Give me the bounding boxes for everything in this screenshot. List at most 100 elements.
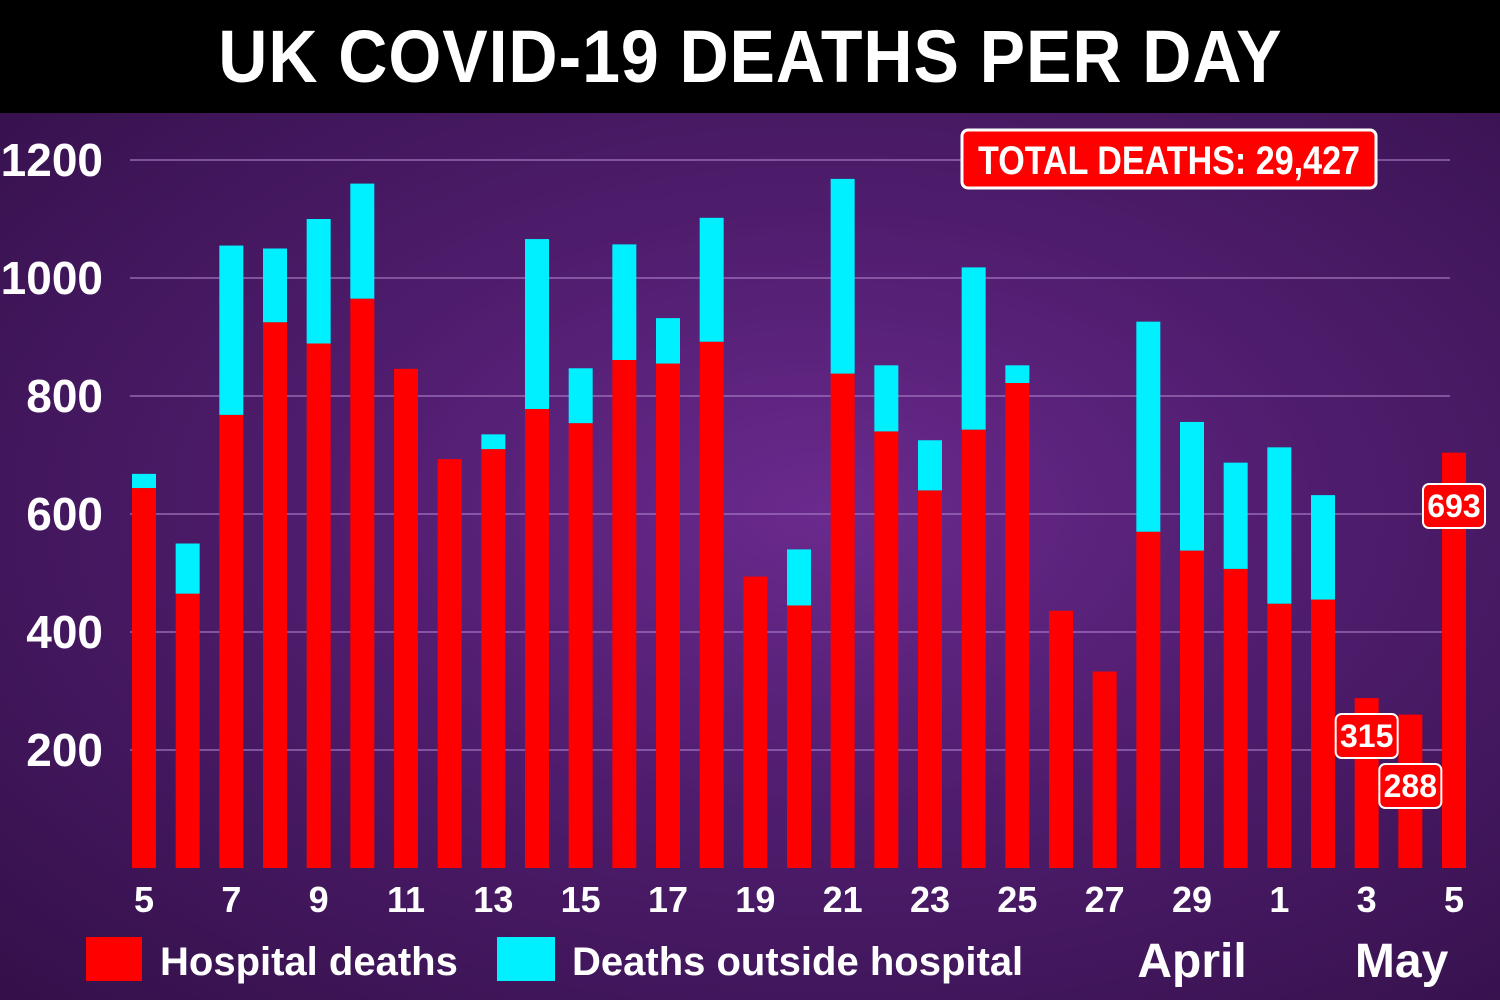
y-tick-label: 400	[26, 606, 103, 658]
legend-item: Deaths outside hospital	[497, 937, 1023, 984]
legend: Hospital deaths Deaths outside hospital	[86, 937, 1023, 984]
data-label-box	[1378, 763, 1443, 809]
hospital-bar	[1005, 383, 1030, 868]
y-tick-label: 200	[26, 724, 103, 776]
hospital-bar	[1092, 671, 1117, 868]
outside-hospital-bar	[656, 318, 680, 364]
x-tick-label: 5	[134, 879, 154, 920]
outside-hospital-bar	[918, 440, 942, 491]
hospital-bar	[481, 449, 506, 868]
hospital-bar	[219, 414, 244, 868]
y-tick-label: 1000	[1, 252, 103, 304]
data-label-text: 315	[1340, 718, 1393, 754]
outside-hospital-bar	[1136, 321, 1161, 532]
x-tick-label: 1	[1269, 879, 1289, 920]
hospital-bar	[1049, 610, 1073, 868]
outside-hospital-bar	[1223, 462, 1248, 569]
y-tick-label: 800	[26, 370, 103, 422]
hospital-bar	[175, 593, 200, 868]
legend-label: Hospital deaths	[160, 940, 458, 984]
hospital-bar	[132, 488, 156, 868]
hospital-bar	[961, 429, 986, 868]
outside-hospital-bar	[350, 183, 375, 299]
outside-hospital-bar	[612, 244, 637, 361]
hospital-bar	[656, 363, 680, 868]
hospital-bar	[1267, 603, 1292, 868]
total-deaths-badge: TOTAL DEATHS: 29,427	[960, 128, 1378, 190]
hospital-bar	[830, 373, 855, 868]
x-tick-label: 11	[387, 879, 425, 920]
outside-hospital-bar	[219, 245, 244, 415]
hospital-bar	[743, 576, 768, 868]
data-label-text: 288	[1384, 768, 1437, 804]
hospital-bar	[394, 368, 418, 868]
hospital-bar	[699, 341, 724, 869]
data-label-box	[1334, 713, 1399, 759]
outside-hospital-bar	[132, 473, 156, 489]
hospital-bar	[1223, 568, 1248, 868]
y-tick-label: 600	[26, 488, 103, 540]
outside-hospital-bar	[481, 434, 506, 450]
outside-hospital-bar	[961, 267, 986, 430]
y-axis: 200 400 600 800 1000 1200	[1, 134, 103, 776]
x-tick-label: 13	[473, 879, 513, 920]
data-label: 315	[1334, 713, 1399, 759]
x-tick-label: 29	[1172, 879, 1212, 920]
hospital-bar	[787, 605, 811, 868]
data-label: 693	[1422, 483, 1486, 529]
bars	[132, 178, 1466, 869]
data-label-box	[1422, 483, 1486, 529]
x-tick-label: 19	[735, 879, 775, 920]
x-tick-label: 7	[221, 879, 241, 920]
x-tick-label: 9	[309, 879, 329, 920]
legend-item: Hospital deaths	[86, 937, 458, 984]
x-tick-label: 25	[997, 879, 1037, 920]
outside-hospital-bar	[830, 178, 855, 374]
total-deaths-label: TOTAL DEATHS: 29,427	[978, 139, 1360, 183]
hospital-bar	[437, 459, 462, 868]
hospital-bar	[874, 431, 899, 868]
hospital-bar	[263, 322, 287, 868]
x-tick-label: 21	[823, 879, 863, 920]
hospital-bar	[568, 423, 593, 868]
outside-hospital-bar	[306, 219, 331, 344]
outside-hospital-bar	[699, 217, 724, 342]
legend-label: Deaths outside hospital	[572, 940, 1023, 984]
hospital-bar	[1136, 531, 1161, 868]
outside-hospital-bar	[787, 549, 811, 606]
hospital-bar	[1311, 599, 1335, 868]
x-tick-label: 3	[1357, 879, 1377, 920]
hospital-bar	[612, 360, 637, 868]
outside-hospital-bar	[1267, 447, 1292, 604]
x-tick-label: 27	[1085, 879, 1125, 920]
chart-title: UK COVID-19 DEATHS PER DAY	[217, 15, 1283, 98]
x-tick-label: 23	[910, 879, 950, 920]
legend-swatch	[497, 937, 555, 981]
outside-hospital-bar	[874, 365, 899, 432]
x-tick-label: 5	[1444, 879, 1464, 920]
outside-hospital-bar	[1005, 365, 1030, 384]
month-label: April	[1137, 935, 1246, 988]
data-labels: 315 288 693	[1334, 483, 1486, 809]
hospital-bar	[918, 490, 942, 868]
hospital-bar	[306, 343, 331, 868]
hospital-bar	[350, 298, 375, 868]
outside-hospital-bar	[1180, 421, 1204, 551]
outside-hospital-bar	[525, 239, 549, 409]
total-deaths-box	[960, 128, 1378, 190]
hospital-bar	[525, 408, 549, 868]
hospital-bar	[1180, 550, 1204, 868]
x-tick-label: 17	[648, 879, 688, 920]
data-label-text: 693	[1427, 488, 1480, 524]
outside-hospital-bar	[1311, 495, 1335, 600]
outside-hospital-bar	[175, 543, 200, 594]
outside-hospital-bar	[263, 248, 287, 323]
month-label: May	[1355, 935, 1449, 988]
y-tick-label: 1200	[1, 134, 103, 186]
legend-swatch	[86, 937, 142, 981]
x-tick-label: 15	[561, 879, 601, 920]
title-bar: UK COVID-19 DEATHS PER DAY	[0, 0, 1500, 113]
outside-hospital-bar	[568, 368, 593, 424]
